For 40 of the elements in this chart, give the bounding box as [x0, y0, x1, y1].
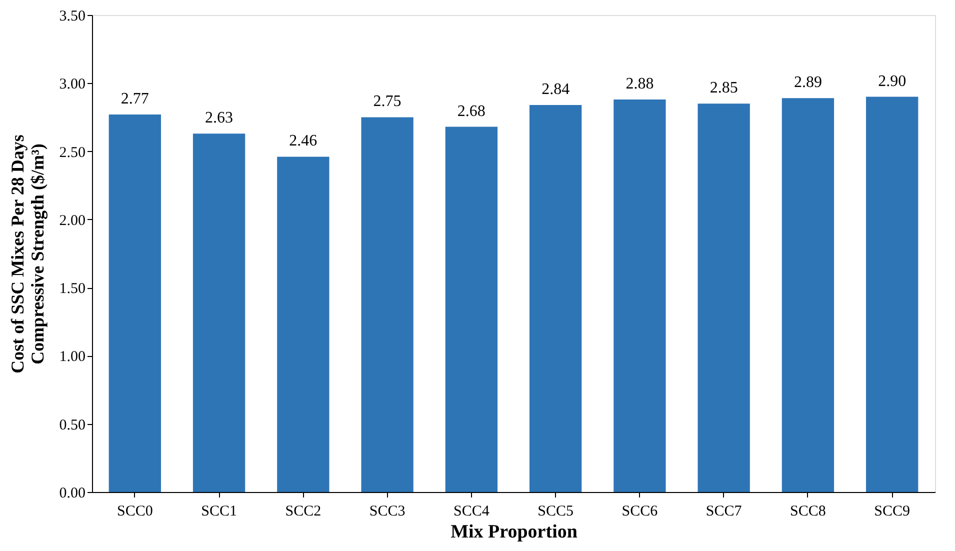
x-tick-label: SCC2 [285, 504, 322, 520]
y-tick-label: 3.00 [59, 76, 86, 93]
x-tick-label: SCC8 [790, 504, 826, 520]
x-tick-label: SCC9 [874, 504, 910, 520]
data-label: 2.77 [120, 90, 149, 108]
x-tick-label: SCC1 [201, 504, 237, 520]
bar [192, 134, 246, 492]
y-tick-label: 0.50 [59, 417, 86, 434]
data-label: 2.46 [289, 132, 318, 150]
bar [361, 117, 414, 492]
data-label: 2.89 [794, 74, 822, 92]
y-tick-label: 1.50 [59, 281, 86, 298]
y-tick-label: 2.00 [59, 212, 86, 229]
x-tick-label: SCC0 [116, 504, 153, 520]
bar [277, 156, 330, 492]
bar [698, 104, 750, 492]
y-tick-label: 2.50 [59, 144, 86, 161]
y-tick-label: 0.00 [59, 486, 86, 502]
data-label: 2.63 [205, 110, 234, 127]
data-label: 2.68 [457, 102, 486, 120]
y-axis-title: Cost of SSC Mixes Per 28 Days Compressive Strength ($/m³) [7, 134, 48, 374]
bar [782, 98, 834, 492]
x-axis-title: Mix Proportion [450, 522, 578, 542]
y-tick-label: 1.00 [59, 349, 86, 366]
x-tick-label: SCC4 [454, 504, 490, 520]
data-label: 2.75 [373, 93, 402, 110]
bar [108, 114, 161, 492]
bar [445, 126, 498, 492]
bar [866, 96, 918, 492]
bar [529, 104, 582, 492]
x-tick-label: SCC3 [369, 504, 406, 520]
x-tick-label: SCC7 [706, 504, 742, 520]
bar [614, 99, 666, 492]
y-tick-label: 3.50 [59, 8, 86, 24]
data-label: 2.85 [710, 80, 738, 97]
data-label: 2.90 [878, 72, 906, 90]
data-label: 2.84 [542, 80, 570, 98]
x-tick-label: SCC6 [622, 504, 658, 520]
x-tick-label: SCC5 [538, 504, 574, 520]
data-label: 2.88 [626, 75, 654, 92]
